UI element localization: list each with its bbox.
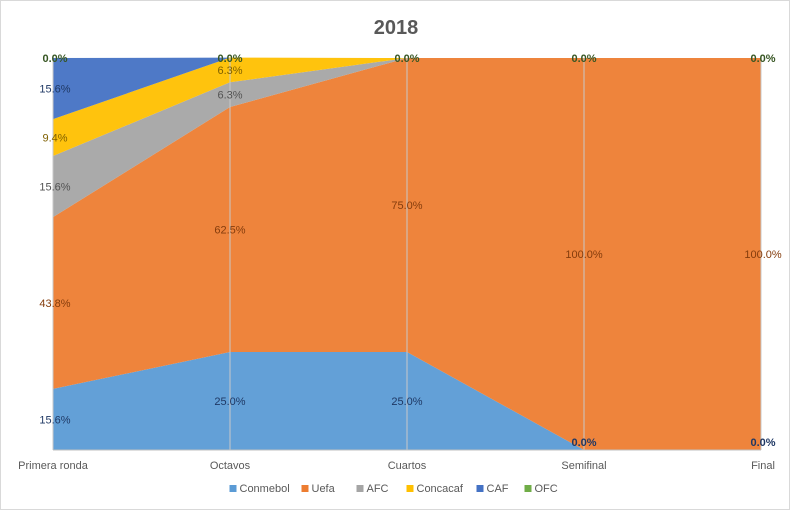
data-label-ofc: 0.0%	[217, 53, 242, 65]
x-tick-label: Semifinal	[561, 460, 606, 472]
legend-label: OFC	[535, 483, 558, 495]
data-label-ofc: 0.0%	[42, 53, 67, 65]
data-label-uefa: 43.8%	[39, 298, 70, 310]
legend-label: Uefa	[312, 483, 336, 495]
chart-title: 2018	[374, 17, 419, 39]
data-label-concacaf: 9.4%	[42, 133, 67, 145]
legend-item-uefa: Uefa	[302, 483, 336, 495]
legend-label: Conmebol	[240, 483, 290, 495]
data-label-conmebol: 25.0%	[391, 396, 422, 408]
legend-item-conmebol: Conmebol	[230, 483, 290, 495]
legend-swatch	[357, 485, 364, 492]
legend-item-concacaf: Concacaf	[407, 483, 464, 495]
x-axis-ticks: Primera ronda Octavos Cuartos Semifinal Fina…	[18, 460, 775, 472]
data-label-uefa: 75.0%	[391, 200, 422, 212]
data-label-conmebol: 25.0%	[214, 396, 245, 408]
data-label-conmebol: 0.0%	[571, 437, 596, 449]
data-label-conmebol: 0.0%	[750, 437, 775, 449]
data-label-afc: 15.6%	[39, 182, 70, 194]
legend: Conmebol Uefa AFC Concacaf CAF OFC	[230, 483, 558, 495]
x-tick-label: Primera ronda	[18, 460, 89, 472]
x-tick-label: Cuartos	[388, 460, 427, 472]
legend-item-ofc: OFC	[525, 483, 558, 495]
data-label-ofc: 0.0%	[750, 53, 775, 65]
data-label-uefa: 100.0%	[744, 249, 782, 261]
legend-label: Concacaf	[417, 483, 464, 495]
data-label-afc: 6.3%	[217, 90, 242, 102]
legend-label: AFC	[367, 483, 389, 495]
legend-swatch	[230, 485, 237, 492]
data-label-conmebol: 15.6%	[39, 414, 70, 426]
legend-swatch	[302, 485, 309, 492]
x-tick-label: Final	[751, 460, 775, 472]
legend-swatch	[477, 485, 484, 492]
legend-item-afc: AFC	[357, 483, 389, 495]
legend-label: CAF	[487, 483, 509, 495]
data-label-ofc: 0.0%	[571, 53, 596, 65]
data-label-uefa: 62.5%	[214, 225, 245, 237]
x-tick-label: Octavos	[210, 460, 251, 472]
legend-swatch	[407, 485, 414, 492]
legend-swatch	[525, 485, 532, 492]
legend-item-caf: CAF	[477, 483, 509, 495]
data-label-uefa: 100.0%	[565, 249, 603, 261]
data-label-ofc: 0.0%	[394, 53, 419, 65]
data-label-caf: 15.6%	[39, 84, 70, 96]
data-label-concacaf: 6.3%	[217, 65, 242, 77]
